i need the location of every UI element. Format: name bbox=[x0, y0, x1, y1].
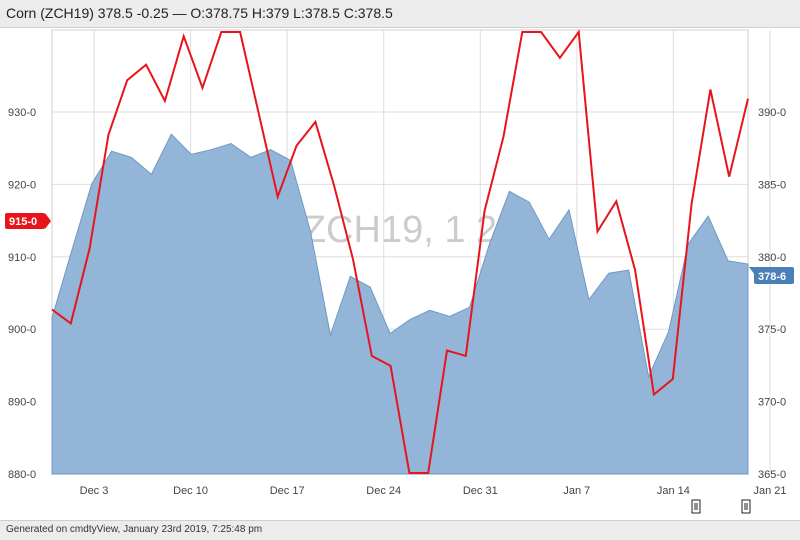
x-axis-tick: Dec 10 bbox=[173, 485, 208, 497]
left-axis-tick: 920-0 bbox=[8, 179, 36, 191]
x-axis-tick: Jan 21 bbox=[753, 485, 786, 497]
scroll-handle-left[interactable] bbox=[691, 499, 701, 514]
right-axis-tick: 385-0 bbox=[758, 179, 786, 191]
x-axis-tick: Jan 7 bbox=[563, 485, 590, 497]
right-axis-tick: 380-0 bbox=[758, 252, 786, 264]
right-axis-tick: 370-0 bbox=[758, 397, 786, 409]
quote-summary: Corn (ZCH19) 378.5 -0.25 — O:378.75 H:37… bbox=[6, 5, 393, 21]
chart-footer: Generated on cmdtyView, January 23rd 201… bbox=[0, 520, 800, 540]
x-axis-tick: Jan 14 bbox=[657, 485, 690, 497]
price-chart: ZCH19, 1 2 880-0 890-0 900-0 910-0 920-0 930-… bbox=[5, 29, 794, 514]
left-axis-tick: 910-0 bbox=[8, 252, 36, 264]
scroll-handle-right[interactable] bbox=[741, 499, 751, 514]
x-axis-tick: Dec 3 bbox=[80, 485, 109, 497]
right-axis-ticks: 365-0 370-0 375-0 380-0 385-0 390-0 bbox=[758, 107, 786, 481]
symbol-watermark: ZCH19, 1 2 bbox=[303, 209, 497, 251]
left-axis-tick: 890-0 bbox=[8, 397, 36, 409]
left-axis-tick: 900-0 bbox=[8, 324, 36, 336]
x-axis-tick: Dec 31 bbox=[463, 485, 498, 497]
x-axis-tick: Dec 24 bbox=[366, 485, 401, 497]
left-price-tag-label: 915-0 bbox=[9, 216, 37, 228]
left-price-tag: 915-0 bbox=[5, 213, 51, 229]
right-axis-tick: 365-0 bbox=[758, 469, 786, 481]
x-axis-ticks: Dec 3 Dec 10 Dec 17 Dec 24 Dec 31 Jan 7 Jan 14… bbox=[80, 485, 787, 497]
generated-note: Generated on cmdtyView, January 23rd 201… bbox=[6, 524, 263, 535]
line-series bbox=[51, 29, 749, 474]
x-axis-tick: Dec 17 bbox=[270, 485, 305, 497]
right-axis-tick: 375-0 bbox=[758, 324, 786, 336]
chart-header: Corn (ZCH19) 378.5 -0.25 — O:378.75 H:37… bbox=[0, 0, 800, 28]
right-price-tag: 378-6 bbox=[749, 267, 794, 284]
left-axis-tick: 930-0 bbox=[8, 107, 36, 119]
right-price-tag-label: 378-6 bbox=[758, 271, 786, 283]
left-axis-tick: 880-0 bbox=[8, 469, 36, 481]
left-axis-ticks: 880-0 890-0 900-0 910-0 920-0 930-0 bbox=[8, 107, 36, 481]
right-axis-tick: 390-0 bbox=[758, 107, 786, 119]
area-series bbox=[51, 133, 749, 475]
